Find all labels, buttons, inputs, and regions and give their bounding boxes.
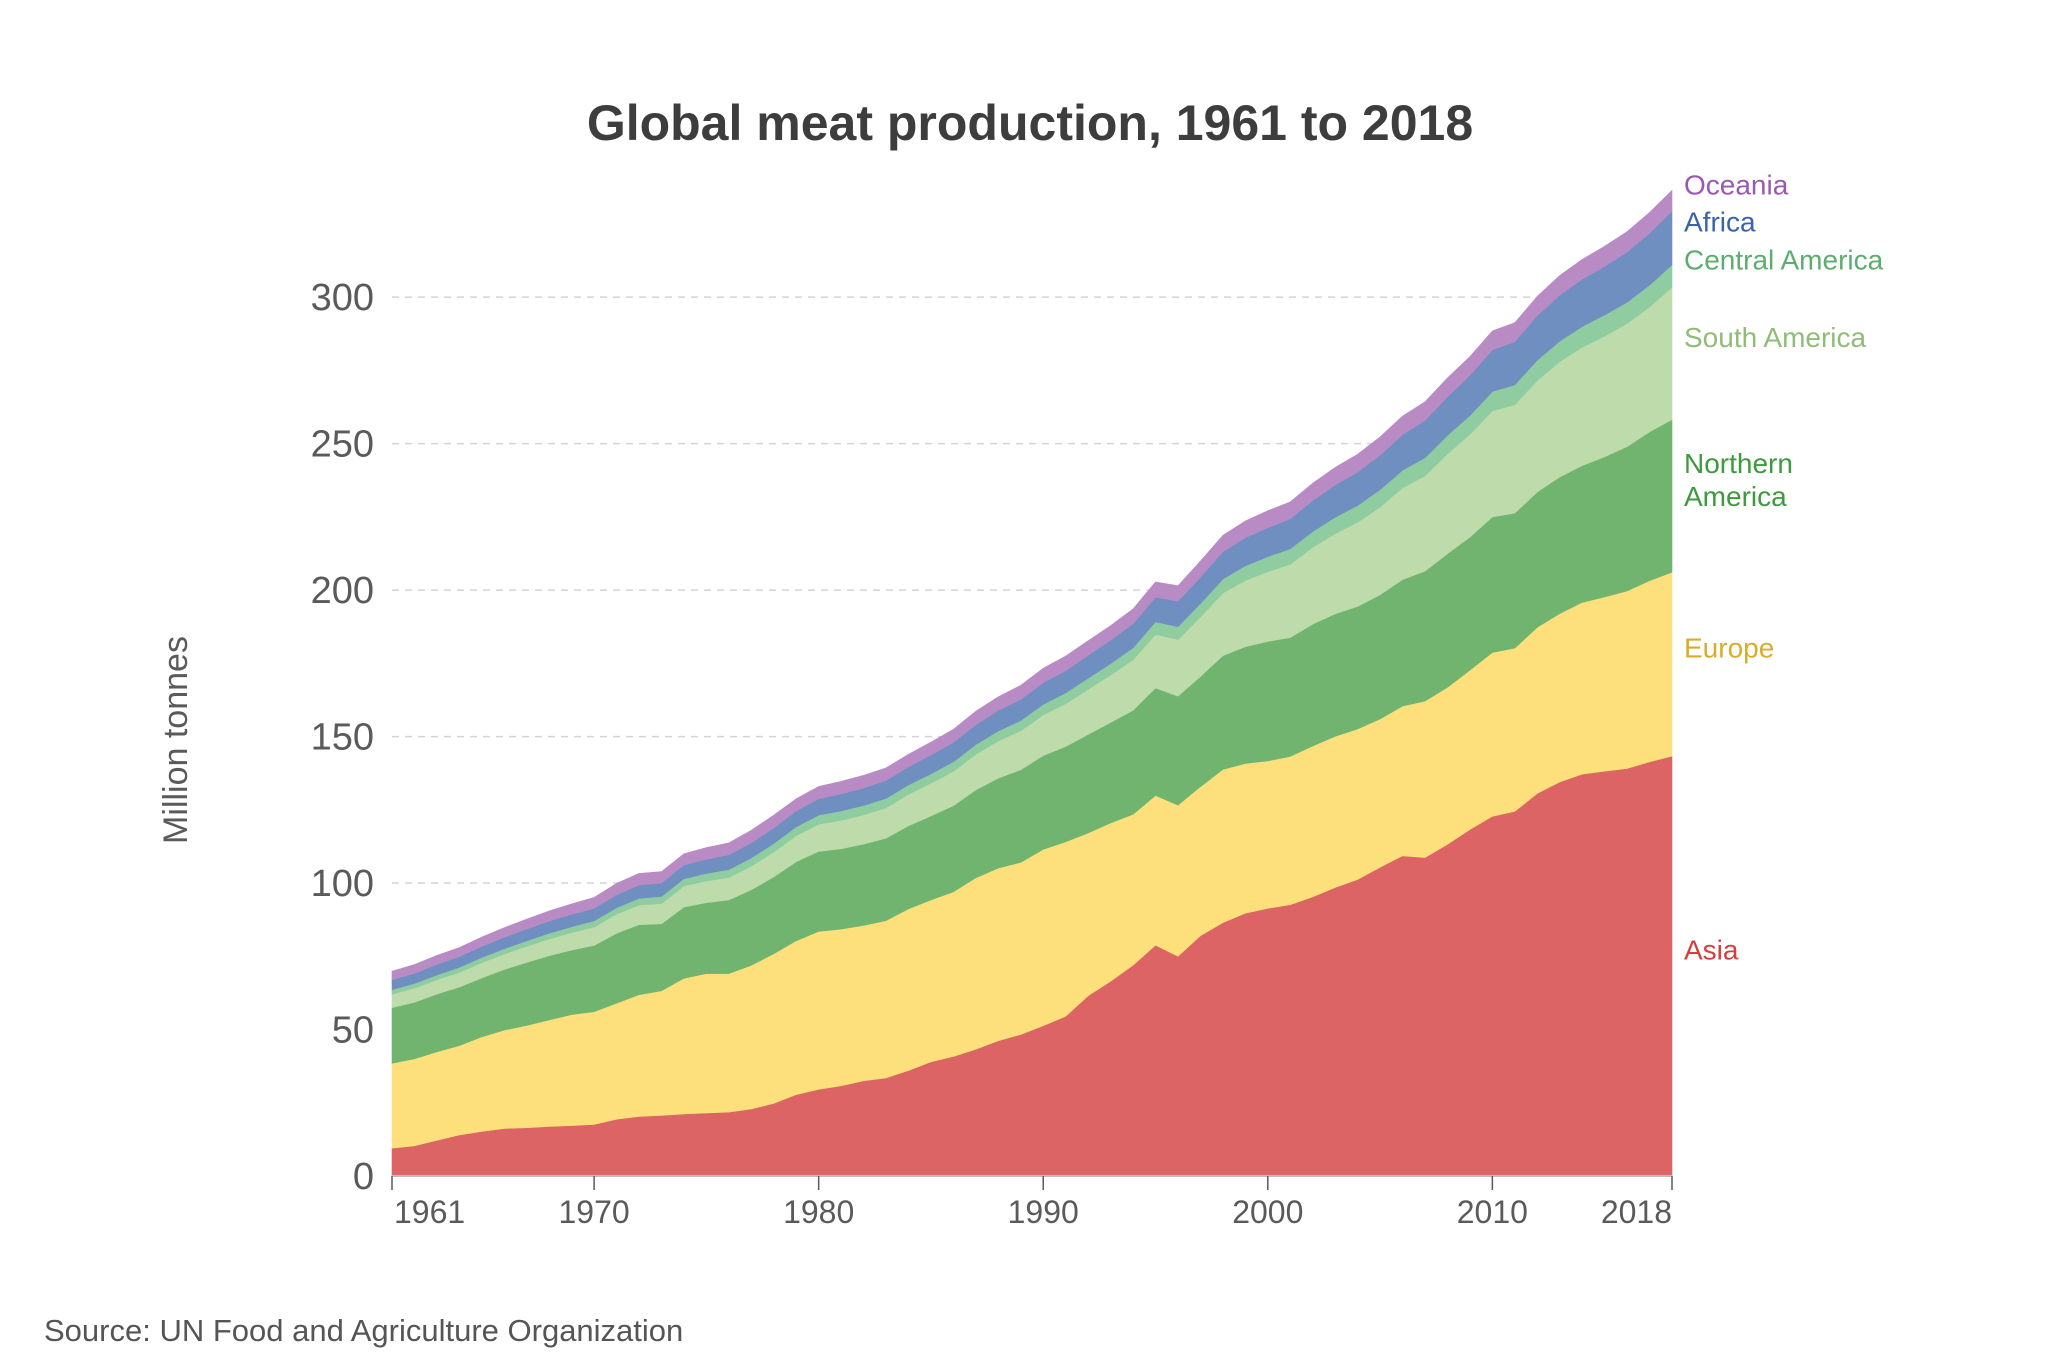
x-tick-label-1980: 1980: [783, 1194, 854, 1230]
x-tick-label-2010: 2010: [1457, 1194, 1528, 1230]
series-label-africa: Africa: [1684, 207, 1756, 238]
series-labels: Asia Europe Northern America South America Ce…: [1684, 169, 1884, 965]
y-tick-label-50: 50: [332, 1010, 374, 1052]
y-tick-label-200: 200: [311, 570, 374, 612]
y-tick-label-100: 100: [311, 863, 374, 905]
y-tick-label-300: 300: [311, 277, 374, 319]
series-label-northern-america: Northern America: [1684, 448, 1793, 512]
x-tick-label-1970: 1970: [559, 1194, 630, 1230]
area-layer: [391, 189, 1673, 1177]
series-label-oceania: Oceania: [1684, 169, 1789, 200]
y-tick-label-150: 150: [311, 717, 374, 759]
chart-title: Global meat production, 1961 to 2018: [587, 95, 1473, 151]
series-label-europe: Europe: [1684, 633, 1774, 664]
x-tick-label-1990: 1990: [1008, 1194, 1079, 1230]
source-note: Source: UN Food and Agriculture Organiza…: [44, 1313, 683, 1348]
axes: 1961 1970 1980 1990 2000 2010 2018 0 50 100 150 200…: [311, 277, 1673, 1230]
y-tick-label-250: 250: [311, 424, 374, 466]
x-tick-label-1961: 1961: [394, 1194, 465, 1230]
area-oceania: [391, 189, 1673, 981]
series-label-south-america: South America: [1684, 322, 1867, 353]
y-tick-label-0: 0: [353, 1156, 374, 1198]
x-tick-label-2018: 2018: [1601, 1194, 1672, 1230]
x-tick-label-2000: 2000: [1232, 1194, 1303, 1230]
series-label-asia: Asia: [1684, 935, 1739, 966]
y-axis-label: Million tonnes: [157, 636, 195, 844]
series-label-central-america: Central America: [1684, 244, 1884, 275]
